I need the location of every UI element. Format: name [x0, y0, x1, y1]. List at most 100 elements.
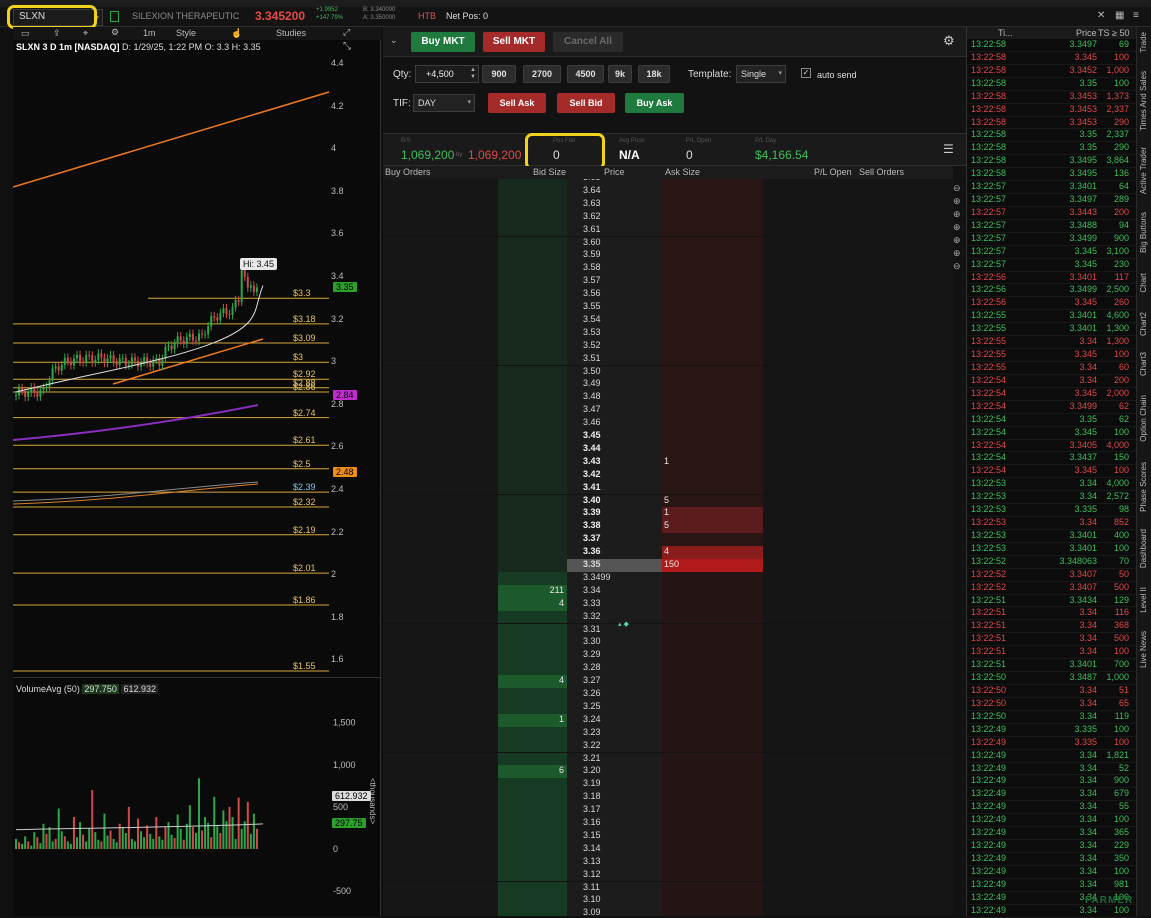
bid-size-cell[interactable] — [498, 236, 567, 250]
buy-order-cell[interactable] — [383, 855, 498, 869]
sell-order-cell[interactable] — [763, 533, 953, 547]
price-cell[interactable]: 3.13 — [567, 855, 662, 869]
price-cell[interactable]: 3.50 — [567, 365, 662, 379]
sell-order-cell[interactable] — [763, 765, 953, 779]
sell-order-cell[interactable] — [763, 301, 953, 314]
chevron-down-icon[interactable]: ▾ — [778, 70, 782, 77]
price-cell[interactable]: 3.22 — [567, 739, 662, 753]
buy-order-cell[interactable] — [383, 481, 498, 495]
ladder-row[interactable]: 3.63 — [383, 197, 953, 211]
bid-size-cell[interactable] — [498, 700, 567, 714]
sell-order-cell[interactable] — [763, 894, 953, 908]
buy-order-cell[interactable] — [383, 391, 498, 405]
bid-size-cell[interactable] — [498, 275, 567, 289]
ladder-row[interactable]: 3.19 — [383, 778, 953, 792]
ask-size-cell[interactable] — [662, 726, 763, 740]
buy-order-cell[interactable] — [383, 417, 498, 430]
ask-size-cell[interactable] — [662, 481, 763, 495]
style-menu[interactable]: Style — [176, 28, 197, 38]
ask-size-cell[interactable] — [662, 907, 763, 916]
expand-icon[interactable]: ⤢ — [343, 27, 351, 37]
link-icon[interactable] — [110, 11, 119, 22]
ladder-zoom-icon[interactable]: ⊕ — [953, 222, 961, 232]
buy-order-cell[interactable] — [383, 842, 498, 856]
ladder-row[interactable]: 3.22 — [383, 739, 953, 753]
price-cell[interactable]: 3.65 — [567, 179, 662, 185]
buy-order-cell[interactable] — [383, 533, 498, 547]
side-tab[interactable]: Big Buttons — [1139, 212, 1148, 253]
buy-order-cell[interactable] — [383, 494, 498, 508]
ask-size-cell[interactable] — [662, 662, 763, 676]
sell-order-cell[interactable] — [763, 907, 953, 916]
buy-order-cell[interactable] — [383, 584, 498, 598]
ladder-row[interactable]: 3.14 — [383, 842, 953, 856]
buy-order-cell[interactable] — [383, 636, 498, 650]
buy-order-cell[interactable] — [383, 765, 498, 779]
ladder-row[interactable]: 3.43 1 — [383, 455, 953, 469]
price-chart-panel[interactable]: ▭ ⇪ ⌖ ⚙ 1m Style ☝ Studies ⤢ SLXN 3 D 1m… — [13, 27, 381, 916]
bid-size-cell[interactable]: 1 — [498, 713, 567, 727]
gear-icon[interactable]: ⚙ — [111, 27, 120, 37]
buy-order-cell[interactable] — [383, 559, 498, 572]
buy-order-cell[interactable] — [383, 179, 498, 185]
price-cell[interactable]: 3.44 — [567, 442, 662, 456]
bid-size-cell[interactable] — [498, 610, 567, 624]
qty-preset-button[interactable]: 2700 — [523, 65, 561, 83]
ladder-row[interactable]: 3.41 — [383, 481, 953, 495]
ladder-row[interactable]: 3.61 — [383, 223, 953, 237]
sell-order-cell[interactable] — [763, 868, 953, 882]
ladder-row[interactable]: 3.21 — [383, 752, 953, 766]
ask-size-cell[interactable] — [662, 352, 763, 366]
price-cell[interactable]: 3.3499 — [567, 571, 662, 585]
buy-order-cell[interactable] — [383, 236, 498, 250]
menu-icon[interactable]: ≡ — [1133, 10, 1139, 21]
ladder-row[interactable]: 3.50 — [383, 365, 953, 379]
buy-order-cell[interactable] — [383, 881, 498, 895]
price-cell[interactable]: 3.15 — [567, 829, 662, 843]
cursor-icon[interactable]: ☝ — [231, 28, 243, 38]
bid-size-cell[interactable] — [498, 262, 567, 276]
sell-order-cell[interactable] — [763, 752, 953, 766]
ask-size-cell[interactable] — [662, 791, 763, 805]
price-cell[interactable]: 3.09 — [567, 907, 662, 916]
ask-size-cell[interactable] — [662, 313, 763, 327]
bid-size-cell[interactable] — [498, 739, 567, 753]
ask-size-cell[interactable] — [662, 442, 763, 456]
buy-order-cell[interactable] — [383, 868, 498, 882]
bid-size-cell[interactable] — [498, 571, 567, 585]
price-cell[interactable]: 3.18 — [567, 791, 662, 805]
ladder-row[interactable]: 3.11 — [383, 881, 953, 895]
bid-size-cell[interactable] — [498, 468, 567, 482]
bid-size-cell[interactable]: 6 — [498, 765, 567, 779]
list-icon[interactable]: ☰ — [943, 142, 954, 156]
bid-size-cell[interactable] — [498, 223, 567, 237]
side-tab[interactable]: Live News — [1139, 631, 1148, 668]
side-tab[interactable]: Chart — [1139, 273, 1148, 293]
price-cell[interactable]: 3.62 — [567, 210, 662, 224]
price-cell[interactable]: 3.60 — [567, 236, 662, 250]
tif-select[interactable]: DAY ▾ — [413, 94, 475, 112]
sell-order-cell[interactable] — [763, 288, 953, 301]
bid-size-cell[interactable] — [498, 179, 567, 185]
price-cell[interactable]: 3.46 — [567, 417, 662, 430]
ladder-row[interactable]: 6 3.20 — [383, 765, 953, 779]
bid-size-cell[interactable] — [498, 301, 567, 314]
price-cell[interactable]: 3.35 — [567, 559, 662, 572]
sell-order-cell[interactable] — [763, 662, 953, 676]
bid-size-cell[interactable] — [498, 559, 567, 572]
drawing-icon[interactable]: ▭ — [21, 28, 30, 38]
ladder-row[interactable]: 3.40 5 — [383, 494, 953, 508]
ladder-row[interactable]: 3.31 — [383, 623, 953, 637]
ask-size-cell[interactable] — [662, 430, 763, 443]
ladder-row[interactable]: 3.47 — [383, 404, 953, 418]
price-cell[interactable]: 3.21 — [567, 752, 662, 766]
ladder-row[interactable]: 3.58 — [383, 262, 953, 276]
sell-order-cell[interactable] — [763, 430, 953, 443]
price-cell[interactable]: 3.10 — [567, 894, 662, 908]
ladder-row[interactable]: 3.53 — [383, 326, 953, 340]
sell-order-cell[interactable] — [763, 236, 953, 250]
bid-size-cell[interactable] — [498, 546, 567, 559]
ask-size-cell[interactable] — [662, 765, 763, 779]
ladder-row[interactable]: 3.17 — [383, 804, 953, 817]
ladder-zoom-icon[interactable]: ⊖ — [953, 261, 961, 271]
